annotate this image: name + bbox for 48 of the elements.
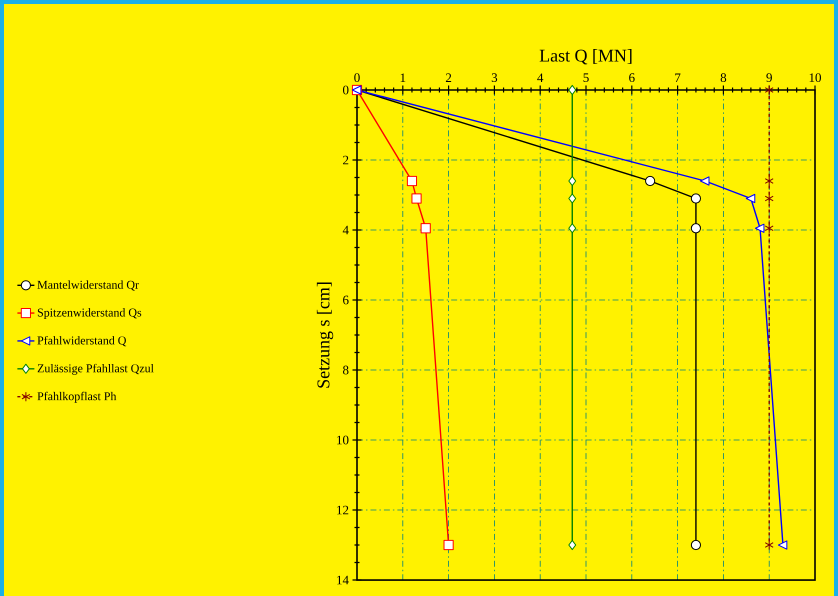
y-axis-title: Setzung s [cm] — [316, 282, 334, 388]
point — [444, 540, 454, 550]
legend-label: Spitzenwiderstand Qs — [38, 308, 142, 320]
point — [406, 176, 418, 186]
point — [754, 224, 764, 233]
legend-label: Pfahlkopflast Ph — [37, 392, 116, 403]
point — [764, 176, 774, 186]
y-tick-label: 6 — [343, 296, 349, 304]
y-tick-label: 12 — [337, 506, 348, 514]
point — [700, 176, 710, 186]
point — [746, 194, 756, 204]
x-tick-label: 9 — [766, 73, 772, 82]
y-tick-label: 14 — [337, 576, 349, 584]
x-tick-label: 8 — [720, 73, 726, 82]
x-tick-label: 6 — [629, 73, 635, 82]
point — [764, 540, 774, 550]
point — [411, 193, 422, 204]
point — [568, 84, 576, 96]
legend-label: Pfahlwiderstand Q — [37, 336, 126, 346]
legend-label: Zulässige Pfahllast Qzul — [38, 364, 154, 375]
point — [690, 540, 702, 550]
point — [568, 540, 576, 550]
point — [568, 193, 576, 204]
point — [645, 176, 656, 186]
point — [690, 223, 702, 234]
x-tick-label: 1 — [400, 73, 406, 82]
point — [568, 223, 576, 234]
x-tick-label: 4 — [537, 73, 544, 82]
legend-label: Mantelwiderstand Qr — [37, 280, 139, 291]
x-tick-label: 0 — [354, 73, 360, 82]
point — [764, 84, 774, 96]
x-tick-label: 7 — [675, 74, 680, 82]
point — [420, 223, 431, 234]
x-tick-label: 5 — [584, 73, 589, 82]
point — [764, 223, 774, 234]
point — [568, 176, 576, 186]
point — [690, 193, 702, 204]
x-axis-title: Last Q [MN] — [540, 49, 632, 64]
y-tick-label: 4 — [342, 226, 349, 234]
point — [778, 540, 788, 550]
point — [764, 193, 774, 204]
y-tick-label: 0 — [343, 86, 348, 94]
x-tick-label: 2 — [446, 73, 452, 82]
x-tick-label: 3 — [492, 73, 498, 82]
y-tick-label: 8 — [343, 366, 348, 374]
y-tick-label: 10 — [337, 436, 348, 444]
x-tick-label: 10 — [810, 73, 821, 82]
y-tick-label: 2 — [343, 156, 348, 164]
